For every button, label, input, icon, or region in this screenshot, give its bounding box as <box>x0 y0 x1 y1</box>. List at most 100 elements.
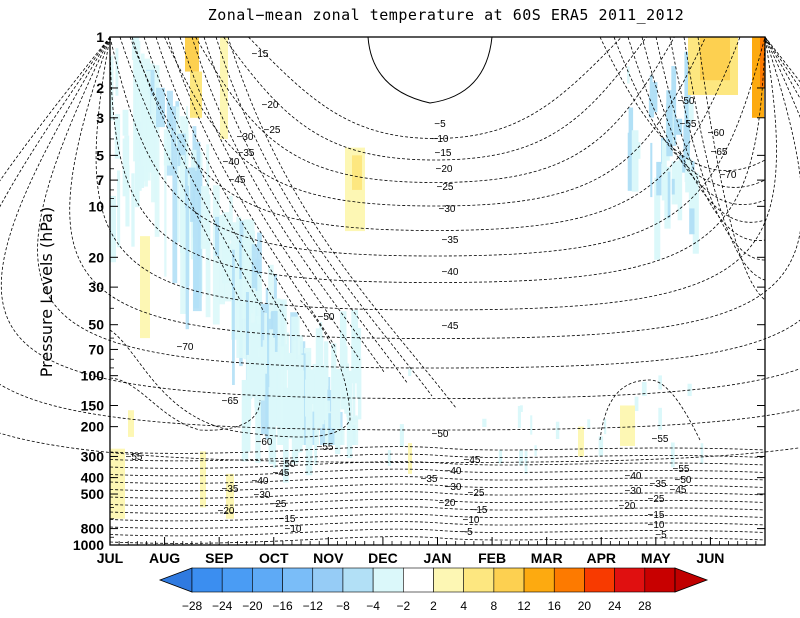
contour-line-dashed <box>109 461 766 469</box>
colorbar-label: 20 <box>578 599 592 613</box>
cool-anomaly-streak <box>344 392 348 414</box>
contour-line-dashed <box>215 36 433 397</box>
cool-anomaly-streak <box>200 186 208 249</box>
colorbar-arrow-left <box>158 567 193 593</box>
cool-anomaly-streak <box>641 381 647 397</box>
contour-label: −20 <box>619 501 636 512</box>
colorbar-swatch <box>403 567 434 593</box>
x-tick-label: SEP <box>205 550 233 566</box>
cool-anomaly-streak <box>229 195 233 241</box>
cool-anomaly-streak <box>176 106 180 243</box>
cool-anomaly-streak <box>249 262 254 314</box>
cool-anomaly-streak <box>256 323 261 348</box>
anomaly-shading <box>110 37 765 519</box>
cool-anomaly-streak <box>197 190 201 271</box>
contour-label: −35 <box>442 235 459 246</box>
contour-label: −30 <box>237 132 254 143</box>
cool-anomaly-streak <box>284 344 289 366</box>
warm-anomaly-patch <box>110 448 125 519</box>
colorbar-label: 4 <box>460 599 467 613</box>
warm-anomaly-patch <box>578 426 584 457</box>
cool-anomaly-streak <box>319 321 323 357</box>
contour-label: −55 <box>126 452 143 463</box>
colorbar-label: 24 <box>608 599 622 613</box>
cool-anomaly-streak <box>224 243 233 302</box>
colorbar-swatch <box>523 567 555 593</box>
cool-anomaly-streak <box>264 312 267 374</box>
cool-anomaly-streak <box>293 340 297 393</box>
contour-label: −10 <box>648 520 665 531</box>
contour-line-dashed <box>0 36 800 399</box>
cool-anomaly-streak <box>169 106 178 150</box>
contour-label: −60 <box>708 128 725 139</box>
cool-anomaly-streak <box>654 177 661 260</box>
cool-anomaly-streak <box>185 185 189 330</box>
warm-anomaly-patch <box>185 37 199 72</box>
x-tick-label: JAN <box>423 550 451 566</box>
contour-line-dashed <box>109 521 766 529</box>
contour-label: −35 <box>421 474 438 485</box>
colorbar-label: 28 <box>638 599 652 613</box>
contour-label: −25 <box>468 488 485 499</box>
cool-anomaly-streak <box>587 419 591 428</box>
contour-label: −30 <box>625 486 642 497</box>
cool-anomaly-streak <box>661 140 667 201</box>
contour-label: −20 <box>262 100 279 111</box>
contour-label: −55 <box>652 434 669 445</box>
warm-anomaly-patch <box>700 37 730 81</box>
cool-anomaly-streak <box>692 172 699 254</box>
warm-anomaly-patch <box>128 410 134 437</box>
cool-anomaly-streak <box>656 161 662 196</box>
contour-label: −20 <box>218 506 235 517</box>
contour-label: −35 <box>238 148 255 159</box>
contour-line-dashed <box>109 506 766 514</box>
cool-anomaly-streak <box>144 82 148 187</box>
contour-line-dashed <box>203 36 409 385</box>
colorbar-swatch <box>614 567 646 593</box>
colorbar-swatch <box>312 567 344 593</box>
contour-line-dashed <box>655 36 766 242</box>
contour-line-dashed <box>248 36 622 139</box>
colorbar-label: −4 <box>366 599 380 613</box>
contour-label: −65 <box>711 147 728 158</box>
cool-anomaly-streak <box>265 318 273 440</box>
warm-anomaly-patch <box>620 405 635 446</box>
contour-line-dashed <box>109 36 766 257</box>
y-tick-label: 2 <box>96 80 104 96</box>
cool-anomaly-streak <box>331 363 334 428</box>
cool-anomaly-streak <box>246 354 252 426</box>
cool-anomaly-streak <box>685 169 691 193</box>
contour-label: −30 <box>439 204 456 215</box>
cool-anomaly-streak <box>134 130 140 208</box>
colorbar-label: −20 <box>242 599 263 613</box>
contour-label: −15 <box>252 49 269 60</box>
contour-line-dashed <box>109 483 766 492</box>
cool-anomaly-streak <box>688 170 695 209</box>
cool-anomaly-streak <box>517 405 522 428</box>
contour-label: −70 <box>720 170 737 181</box>
cool-anomaly-streak <box>291 367 299 464</box>
contour-line-dashed <box>195 36 675 183</box>
cool-anomaly-streak <box>134 37 140 82</box>
y-tick-label: 100 <box>81 368 105 384</box>
x-tick-label: MAY <box>641 550 671 566</box>
cool-anomaly-streak <box>115 48 119 96</box>
contour-label: −25 <box>264 125 281 136</box>
contour-line-dashed <box>143 36 289 325</box>
y-tick-label: 1000 <box>73 537 104 553</box>
cool-anomaly-streak <box>110 195 117 263</box>
x-tick-label: AUG <box>149 550 180 566</box>
cool-anomaly-streak <box>667 171 671 219</box>
cool-anomaly-streak <box>637 142 641 159</box>
y-tick-label: 10 <box>88 198 104 214</box>
y-tick-label: 150 <box>81 397 105 413</box>
contour-label: −40 <box>442 267 459 278</box>
cool-anomaly-streak <box>331 413 336 429</box>
colorbar-label: −16 <box>272 599 293 613</box>
x-tick-label: NOV <box>313 550 344 566</box>
contour-line-dashed <box>179 36 361 361</box>
cool-anomaly-streak <box>628 107 634 161</box>
cool-anomaly-streak <box>177 133 186 167</box>
cool-anomaly-streak <box>321 364 329 390</box>
